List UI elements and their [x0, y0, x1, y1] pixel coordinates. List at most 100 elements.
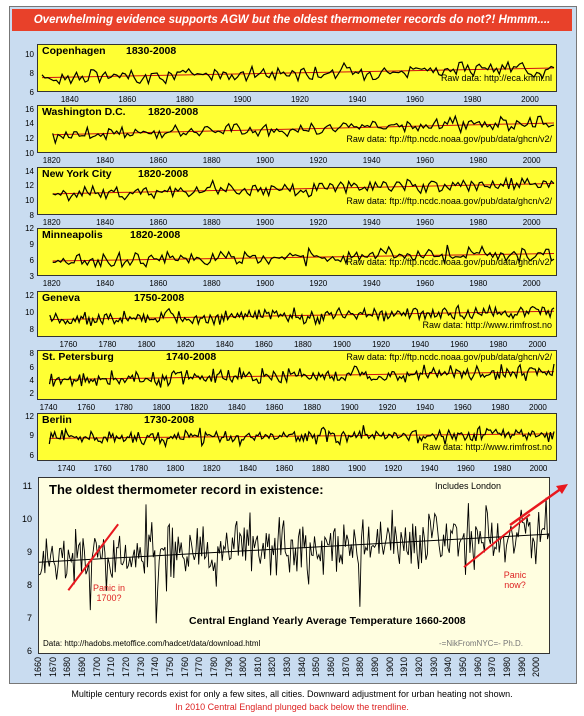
y-tick-label: 9 — [29, 431, 34, 441]
city-name: Berlin — [42, 414, 72, 426]
x-tick-label: 1960 — [406, 95, 424, 104]
x-tick-label: 1900 — [340, 403, 359, 412]
x-tick-label: 1940 — [362, 218, 381, 227]
x-tick-label: 1980 — [489, 340, 508, 349]
x-tick-label: 1810 — [252, 657, 263, 678]
x-tick-label: 1880 — [202, 279, 221, 288]
x-tick-label: 1900 — [256, 156, 274, 165]
plot-area: St. Petersburg 1740-2008 Raw data: ftp://f… — [37, 350, 557, 400]
temperature-series — [52, 244, 555, 269]
x-tick-label: 1960 — [456, 464, 475, 473]
city-name: Minneapolis — [42, 229, 103, 241]
panel-washington-d-c: Washington D.C. 1820-2008 Raw data: ftp://… — [15, 105, 557, 167]
x-tick-label: 1880 — [175, 95, 194, 104]
y-tick-label: 8 — [29, 349, 34, 359]
y-tick-label: 14 — [25, 166, 34, 176]
x-tick-label: 1920 — [290, 95, 309, 104]
x-tick-label: 1950 — [458, 657, 468, 678]
x-tick-label: 1980 — [463, 95, 482, 104]
y-tick-label: 8 — [29, 324, 34, 334]
panic-1700-label: Panic in 1700? — [92, 583, 126, 603]
x-tick-label: 1700 — [91, 657, 102, 678]
trend-line — [52, 122, 555, 136]
x-tick-label: 1870 — [340, 657, 351, 678]
city-name: Geneva — [42, 292, 80, 304]
plot-area: Copenhagen 1830-2008 Raw data: http://eca.… — [37, 44, 557, 92]
x-tick-label: 1840 — [296, 657, 307, 678]
x-tick-label: 1780 — [208, 657, 219, 678]
x-tick-label: 1820 — [267, 657, 278, 678]
plot-area: New York City 1820-2008 Raw data: ftp://ft… — [37, 167, 557, 215]
y-tick-label: 8 — [29, 211, 34, 220]
x-tick-label: 1760 — [93, 464, 112, 473]
panel-minneapolis: Minneapolis 1820-2008 Raw data: ftp://ftp.… — [15, 224, 557, 290]
x-tick-label: 1840 — [96, 156, 114, 165]
temperature-series — [48, 363, 555, 388]
x-tick-label: 1980 — [469, 218, 488, 227]
x-tick-label: 1920 — [372, 340, 390, 349]
author-credit: -=NikFromNYC=- Ph.D. — [439, 639, 524, 648]
raw-data-source: Raw data: http://www.rimfrost.no — [422, 442, 552, 452]
x-tick-label: 2000 — [529, 403, 547, 412]
x-tick-label: 1740 — [57, 464, 76, 473]
x-tick-label: 1780 — [114, 403, 133, 412]
x-tick-label: 1820 — [176, 340, 195, 349]
x-tick-label: 1820 — [42, 156, 61, 165]
x-tick-label: 1980 — [491, 403, 510, 412]
big-chart-title: The oldest thermometer record in existen… — [49, 482, 324, 497]
x-tick-label: 1960 — [416, 156, 434, 165]
city-name: St. Petersburg — [42, 351, 114, 363]
y-tick-label: 12 — [25, 181, 34, 191]
x-tick-label: 1850 — [311, 657, 322, 678]
y-tick-label: 7 — [26, 612, 32, 623]
y-tick-label: 10 — [21, 513, 32, 524]
raw-data-source: Raw data: ftp://ftp.ncdc.noaa.gov/pub/da… — [346, 257, 552, 267]
x-tick-label: 1960 — [472, 657, 483, 678]
x-tick-label: 1860 — [149, 156, 168, 165]
x-tick-label: 1840 — [96, 279, 114, 288]
x-tick-label: 1900 — [256, 279, 274, 288]
x-tick-label: 1890 — [370, 657, 381, 678]
y-tick-label: 12 — [25, 224, 34, 233]
x-tick-label: 1800 — [137, 340, 156, 349]
temperature-series — [52, 176, 555, 202]
x-tick-label: 1660 — [33, 657, 43, 678]
x-tick-label: 1880 — [303, 403, 321, 412]
x-tick-label: 1860 — [118, 95, 137, 104]
panic-now-arrow — [463, 513, 531, 568]
x-tick-label: 1940 — [362, 279, 381, 288]
raw-data-source: Raw data: ftp://ftp.ncdc.noaa.gov/pub/da… — [346, 352, 552, 362]
x-tick-label: 1860 — [149, 218, 168, 227]
x-tick-label: 1840 — [96, 218, 114, 227]
x-tick-label: 1940 — [362, 156, 381, 165]
x-tick-label: 1960 — [453, 403, 472, 412]
x-tick-label: 1760 — [59, 340, 78, 349]
x-tick-label: 1820 — [42, 218, 61, 227]
x-tick-label: 1960 — [416, 279, 434, 288]
x-tick-label: 1920 — [309, 279, 328, 288]
x-tick-label: 1820 — [190, 403, 209, 412]
y-tick-label: 12 — [25, 291, 34, 301]
x-tick-label: 1910 — [399, 657, 410, 678]
y-tick-label: 16 — [25, 104, 34, 114]
x-tick-label: 1920 — [378, 403, 397, 412]
x-tick-label: 1880 — [293, 340, 312, 349]
x-tick-label: 1860 — [275, 464, 294, 473]
year-range: 1820-2008 — [148, 106, 199, 118]
city-name: Copenhagen — [42, 45, 106, 57]
x-tick-label: 1930 — [428, 657, 439, 678]
x-tick-label: 1820 — [202, 464, 221, 473]
x-tick-label: 1880 — [311, 464, 330, 473]
includes-note: Includes London — [435, 481, 502, 491]
x-tick-label: 1840 — [215, 340, 234, 349]
y-tick-label: 8 — [29, 68, 34, 78]
y-tick-label: 6 — [29, 450, 34, 460]
y-tick-label: 6 — [29, 88, 34, 97]
temperature-series — [49, 303, 555, 327]
y-tick-label: 10 — [25, 307, 34, 317]
x-tick-label: 1990 — [516, 657, 527, 678]
x-tick-label: 1940 — [348, 95, 367, 104]
x-tick-label: 2000 — [522, 279, 541, 288]
y-tick-label: 14 — [25, 119, 34, 129]
y-tick-label: 8 — [26, 579, 32, 590]
